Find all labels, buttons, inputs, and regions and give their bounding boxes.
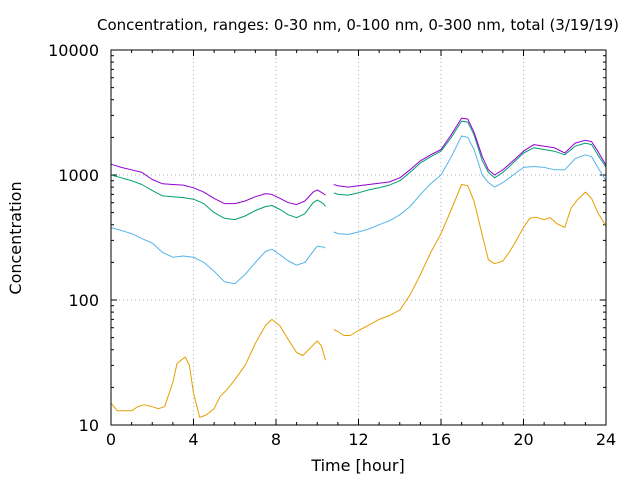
chart-title: Concentration, ranges: 0-30 nm, 0-100 nm… [97, 16, 619, 34]
y-tick-label: 100 [68, 291, 99, 310]
x-tick-label: 16 [431, 430, 451, 449]
plot-frame [110, 49, 607, 426]
series-2-line [333, 135, 607, 235]
x-tick-label: 4 [188, 430, 198, 449]
series-group [110, 117, 607, 418]
y-tick-label: 1000 [58, 166, 99, 185]
series-1-line [110, 318, 326, 418]
series-2-line [110, 227, 326, 285]
y-axis-label: Concentration [6, 181, 25, 294]
series-1-line [333, 184, 607, 336]
x-tick-label: 8 [271, 430, 281, 449]
series-3-line [110, 174, 326, 221]
x-tick-label: 24 [596, 430, 616, 449]
series-3-line [333, 120, 607, 196]
tick-labels: 0 4 8 12 16 20 24 10 100 1000 10000 [48, 41, 616, 449]
x-axis-label: Time [hour] [310, 456, 404, 475]
grid [111, 50, 606, 425]
x-tick-label: 20 [513, 430, 533, 449]
x-tick-label: 0 [106, 430, 116, 449]
y-tick-label: 10000 [48, 41, 99, 60]
x-tick-label: 12 [348, 430, 368, 449]
y-tick-label: 10 [79, 416, 99, 435]
series-4-line [110, 163, 326, 206]
series-4-line [333, 117, 607, 188]
